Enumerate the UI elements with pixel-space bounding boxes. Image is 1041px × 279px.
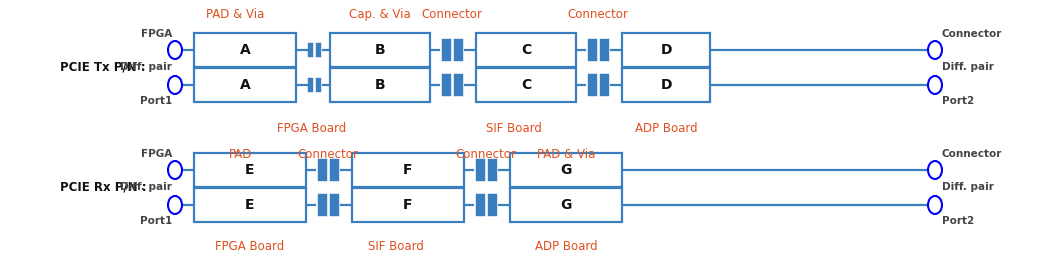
- Bar: [600, 39, 609, 61]
- Text: Port2: Port2: [942, 216, 974, 226]
- Bar: [487, 159, 497, 181]
- Text: Connector: Connector: [298, 148, 358, 161]
- Ellipse shape: [928, 196, 942, 214]
- Bar: [330, 159, 338, 181]
- Text: Connector: Connector: [567, 8, 629, 21]
- Text: Port1: Port1: [139, 216, 172, 226]
- Text: B: B: [375, 43, 385, 57]
- Text: FPGA: FPGA: [141, 149, 172, 159]
- Text: ADP Board: ADP Board: [535, 240, 598, 253]
- Text: Connector: Connector: [456, 148, 516, 161]
- Text: Port2: Port2: [942, 96, 974, 106]
- Text: Port1: Port1: [139, 96, 172, 106]
- Text: SIF Board: SIF Board: [369, 240, 424, 253]
- Text: G: G: [560, 198, 572, 212]
- Bar: [307, 43, 312, 57]
- Bar: [194, 188, 306, 222]
- Text: Cap. & Via: Cap. & Via: [349, 8, 411, 21]
- Text: F: F: [403, 163, 412, 177]
- Bar: [318, 194, 327, 216]
- Text: FPGA: FPGA: [141, 29, 172, 39]
- Bar: [476, 33, 576, 67]
- Bar: [476, 194, 484, 216]
- Bar: [476, 68, 576, 102]
- Text: E: E: [246, 163, 255, 177]
- Bar: [194, 153, 306, 187]
- Bar: [510, 188, 623, 222]
- Bar: [330, 68, 430, 102]
- Bar: [487, 194, 497, 216]
- Text: Diff. pair: Diff. pair: [120, 62, 172, 72]
- Text: PCIE Tx P/N :: PCIE Tx P/N :: [60, 61, 146, 73]
- Text: D: D: [660, 78, 671, 92]
- Text: G: G: [560, 163, 572, 177]
- Text: FPGA Board: FPGA Board: [277, 122, 347, 135]
- Bar: [623, 68, 710, 102]
- Text: PAD & Via: PAD & Via: [206, 8, 264, 21]
- Text: PAD: PAD: [229, 148, 252, 161]
- Bar: [441, 74, 451, 96]
- Bar: [307, 78, 312, 92]
- Bar: [441, 39, 451, 61]
- Text: FPGA Board: FPGA Board: [215, 240, 284, 253]
- Text: E: E: [246, 198, 255, 212]
- Ellipse shape: [168, 41, 182, 59]
- Text: SIF Board: SIF Board: [486, 122, 542, 135]
- Bar: [352, 153, 464, 187]
- Text: Connector: Connector: [942, 29, 1002, 39]
- Text: Connector: Connector: [942, 149, 1002, 159]
- Text: F: F: [403, 198, 412, 212]
- Text: Diff. pair: Diff. pair: [120, 182, 172, 192]
- Bar: [454, 39, 462, 61]
- Ellipse shape: [168, 196, 182, 214]
- Text: C: C: [520, 78, 531, 92]
- Bar: [587, 39, 596, 61]
- Bar: [600, 74, 609, 96]
- Text: C: C: [520, 43, 531, 57]
- Bar: [352, 188, 464, 222]
- Bar: [330, 194, 338, 216]
- Bar: [476, 159, 484, 181]
- Bar: [454, 74, 462, 96]
- Text: PAD & Via: PAD & Via: [537, 148, 595, 161]
- Ellipse shape: [928, 76, 942, 94]
- Text: A: A: [239, 43, 251, 57]
- Ellipse shape: [928, 41, 942, 59]
- Text: A: A: [239, 78, 251, 92]
- Bar: [315, 78, 321, 92]
- Text: Diff. pair: Diff. pair: [942, 62, 994, 72]
- Bar: [318, 159, 327, 181]
- Text: Connector: Connector: [422, 8, 482, 21]
- Text: PCIE Rx P/N :: PCIE Rx P/N :: [60, 181, 147, 194]
- Text: D: D: [660, 43, 671, 57]
- Text: ADP Board: ADP Board: [635, 122, 697, 135]
- Bar: [623, 33, 710, 67]
- Bar: [194, 33, 296, 67]
- Ellipse shape: [168, 76, 182, 94]
- Bar: [330, 33, 430, 67]
- Text: Diff. pair: Diff. pair: [942, 182, 994, 192]
- Text: B: B: [375, 78, 385, 92]
- Bar: [587, 74, 596, 96]
- Ellipse shape: [928, 161, 942, 179]
- Bar: [194, 68, 296, 102]
- Bar: [315, 43, 321, 57]
- Ellipse shape: [168, 161, 182, 179]
- Bar: [510, 153, 623, 187]
